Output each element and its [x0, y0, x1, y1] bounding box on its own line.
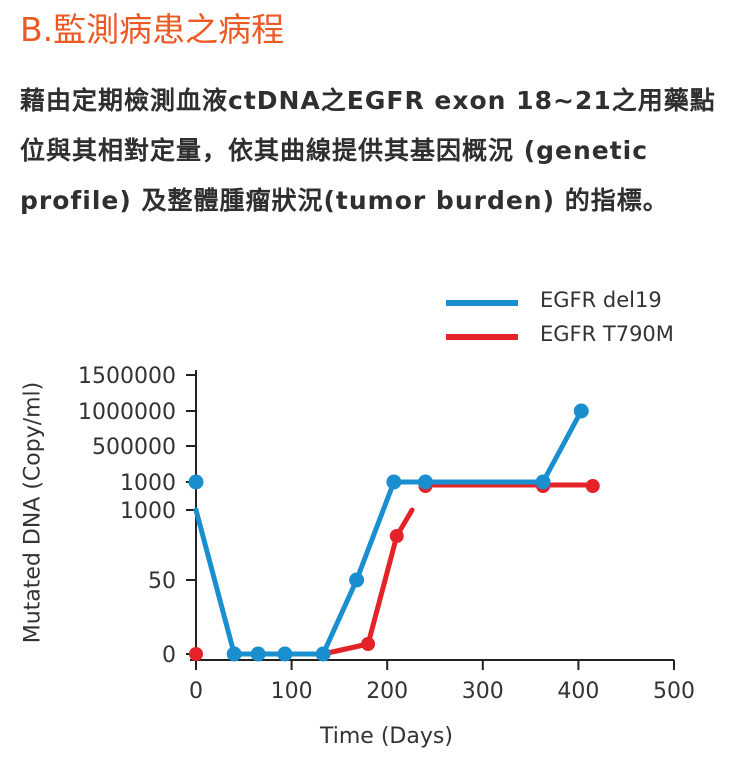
- data-point-del19: [535, 474, 551, 490]
- y-tick-label: 1000: [120, 471, 176, 496]
- data-point-del19: [277, 646, 293, 662]
- data-point-del19: [573, 403, 589, 419]
- legend-swatch-t790m: [446, 334, 518, 340]
- legend-item-del19: EGFR del19: [440, 288, 720, 316]
- panel-description: 藉由定期檢測血液ctDNA之EGFR exon 18~21之用藥點位與其相對定量…: [20, 86, 716, 215]
- y-tick-label: 1000000: [78, 400, 176, 425]
- x-tick-label: 500: [653, 679, 695, 704]
- data-point-del19: [417, 474, 433, 490]
- legend-swatch-del19: [446, 300, 518, 306]
- y-tick-label: 0: [162, 643, 176, 668]
- x-tick-label: 400: [557, 679, 599, 704]
- x-tick-label: 300: [462, 679, 504, 704]
- legend-item-t790m: EGFR T790M: [440, 322, 720, 350]
- panel-title: B.監測病患之病程: [20, 10, 285, 49]
- x-axis-label: Time (Days): [320, 724, 453, 749]
- series-line-del19: [231, 408, 584, 657]
- data-point-t790m: [361, 637, 376, 651]
- series-line-del19-drop: [193, 507, 237, 657]
- data-point-del19: [349, 572, 365, 588]
- y-tick-label: 50: [148, 569, 176, 594]
- data-point-t790m: [389, 529, 404, 543]
- x-tick-label: 100: [271, 679, 313, 704]
- y-tick-label: 500000: [92, 435, 176, 460]
- x-tick-label: 200: [366, 679, 408, 704]
- y-axis-label: Mutated DNA (Copy/ml): [20, 381, 46, 644]
- data-point-t790m: [189, 647, 203, 661]
- legend-label-t790m: EGFR T790M: [540, 322, 674, 346]
- legend-label-del19: EGFR del19: [540, 288, 662, 312]
- y-tick-label: 1500000: [78, 364, 176, 389]
- data-point-del19: [188, 474, 204, 490]
- data-point-del19: [315, 646, 331, 662]
- data-point-t790m: [585, 479, 600, 493]
- series-line-t790m-rise: [320, 507, 415, 657]
- data-point-del19: [386, 474, 402, 490]
- data-point-del19: [250, 646, 266, 662]
- x-tick-label: 0: [189, 679, 203, 704]
- y-tick-label: 1000: [120, 499, 176, 524]
- data-point-del19: [226, 646, 242, 662]
